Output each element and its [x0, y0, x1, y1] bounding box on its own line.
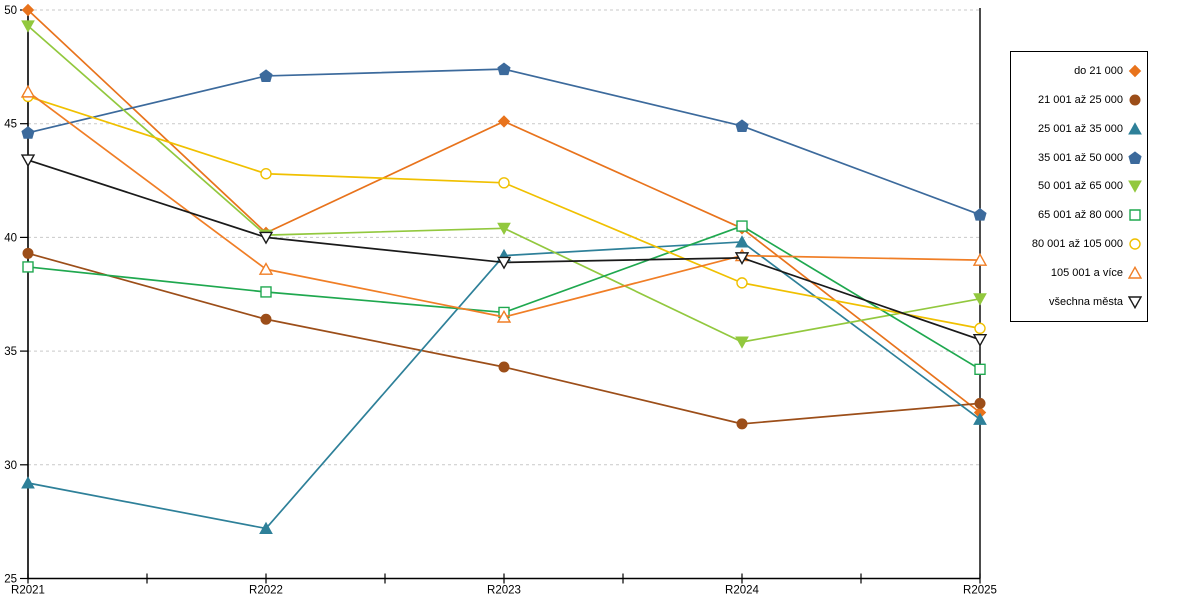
data-point-marker	[1129, 209, 1141, 221]
data-point-marker	[735, 336, 749, 349]
legend-item: 50 001 až 65 000	[1011, 179, 1147, 194]
data-point-marker	[974, 322, 986, 335]
data-point-marker	[974, 397, 986, 409]
legend-item: do 21 000	[1011, 64, 1147, 78]
data-point-marker	[20, 84, 36, 98]
legend-marker-icon	[1128, 180, 1142, 194]
legend-label: 65 001 až 80 000	[1037, 209, 1123, 222]
legend-marker-icon	[1128, 65, 1142, 78]
y-axis-label: 35	[4, 346, 17, 358]
data-point-marker	[259, 521, 273, 534]
y-axis-label: 50	[4, 5, 17, 17]
legend-marker-icon	[1128, 151, 1142, 164]
legend-marker-icon	[1129, 238, 1141, 250]
data-point-marker	[1128, 122, 1142, 135]
legend-item: 80 001 až 105 000	[1011, 237, 1147, 251]
x-axis-label: R2021	[11, 585, 45, 597]
legend-item: 35 001 až 50 000	[1011, 151, 1147, 165]
data-point-marker	[498, 177, 510, 189]
legend-item: 25 001 až 35 000	[1011, 122, 1147, 136]
data-point-marker	[498, 361, 510, 373]
data-point-marker	[497, 62, 511, 76]
data-point-marker	[973, 293, 987, 306]
data-point-marker	[972, 253, 988, 266]
data-point-marker	[1128, 180, 1142, 194]
series-line-1	[27, 252, 981, 425]
data-point-marker	[736, 220, 748, 232]
data-point-marker	[260, 286, 272, 298]
data-point-marker	[1129, 238, 1141, 250]
data-point-marker	[496, 256, 512, 270]
data-point-marker	[972, 334, 988, 347]
legend-label: do 21 000	[1074, 65, 1123, 78]
data-point-marker	[496, 309, 512, 323]
legend-marker-icon	[1128, 265, 1142, 279]
legend-marker-icon	[1128, 122, 1142, 135]
data-point-marker	[736, 418, 748, 430]
x-axis-label: R2023	[487, 585, 521, 597]
data-point-marker	[735, 235, 749, 248]
legend-label: 21 001 až 25 000	[1037, 94, 1123, 107]
x-axis-label: R2025	[963, 585, 997, 597]
y-axis-label: 45	[4, 119, 17, 131]
data-point-marker	[260, 313, 272, 325]
series-line-5	[27, 225, 981, 371]
data-point-marker	[1128, 151, 1142, 164]
y-axis-label: 30	[4, 460, 17, 472]
legend-label: 25 001 až 35 000	[1037, 122, 1123, 135]
y-axis-label: 25	[4, 574, 17, 586]
data-point-marker	[497, 115, 511, 128]
data-point-marker	[258, 231, 274, 245]
data-point-marker	[735, 119, 749, 132]
data-point-marker	[259, 69, 273, 82]
data-point-marker	[974, 363, 986, 375]
data-point-marker	[21, 20, 35, 33]
data-point-marker	[258, 262, 274, 275]
data-point-marker	[1128, 295, 1142, 309]
data-point-marker	[736, 277, 748, 289]
legend: do 21 000 21 001 až 25 000 25 001 až 35 00…	[1010, 51, 1148, 322]
data-point-marker	[1129, 94, 1141, 106]
x-axis-label: R2022	[249, 585, 283, 597]
data-point-marker	[260, 168, 272, 180]
data-point-marker	[973, 412, 987, 425]
data-point-marker	[21, 476, 35, 489]
data-point-marker	[22, 261, 34, 273]
legend-item: všechna města	[1011, 295, 1147, 309]
legend-label: 35 001 až 50 000	[1037, 151, 1123, 164]
data-point-marker	[734, 252, 750, 265]
data-point-marker	[21, 126, 35, 139]
data-point-marker	[21, 3, 35, 17]
legend-marker-icon	[1129, 94, 1141, 106]
legend-item: 65 001 až 80 000	[1011, 208, 1147, 222]
series-line-2	[27, 241, 981, 530]
legend-item: 105 001 a více	[1011, 265, 1147, 280]
legend-label: 50 001 až 65 000	[1037, 180, 1123, 193]
data-point-marker	[973, 208, 987, 221]
data-point-marker	[497, 222, 511, 236]
data-point-marker	[1128, 265, 1142, 279]
y-axis-label: 40	[4, 232, 17, 244]
data-point-marker	[1128, 65, 1142, 78]
data-point-marker	[22, 247, 34, 259]
legend-label: všechna města	[1049, 295, 1123, 308]
legend-label: 105 001 a více	[1050, 266, 1123, 279]
legend-marker-icon	[1128, 295, 1142, 309]
legend-label: 80 001 až 105 000	[1031, 237, 1123, 250]
legend-marker-icon	[1129, 209, 1141, 221]
x-axis-label: R2024	[725, 585, 759, 597]
series-line-3	[27, 68, 981, 216]
legend-item: 21 001 až 25 000	[1011, 93, 1147, 107]
data-point-marker	[20, 154, 36, 168]
